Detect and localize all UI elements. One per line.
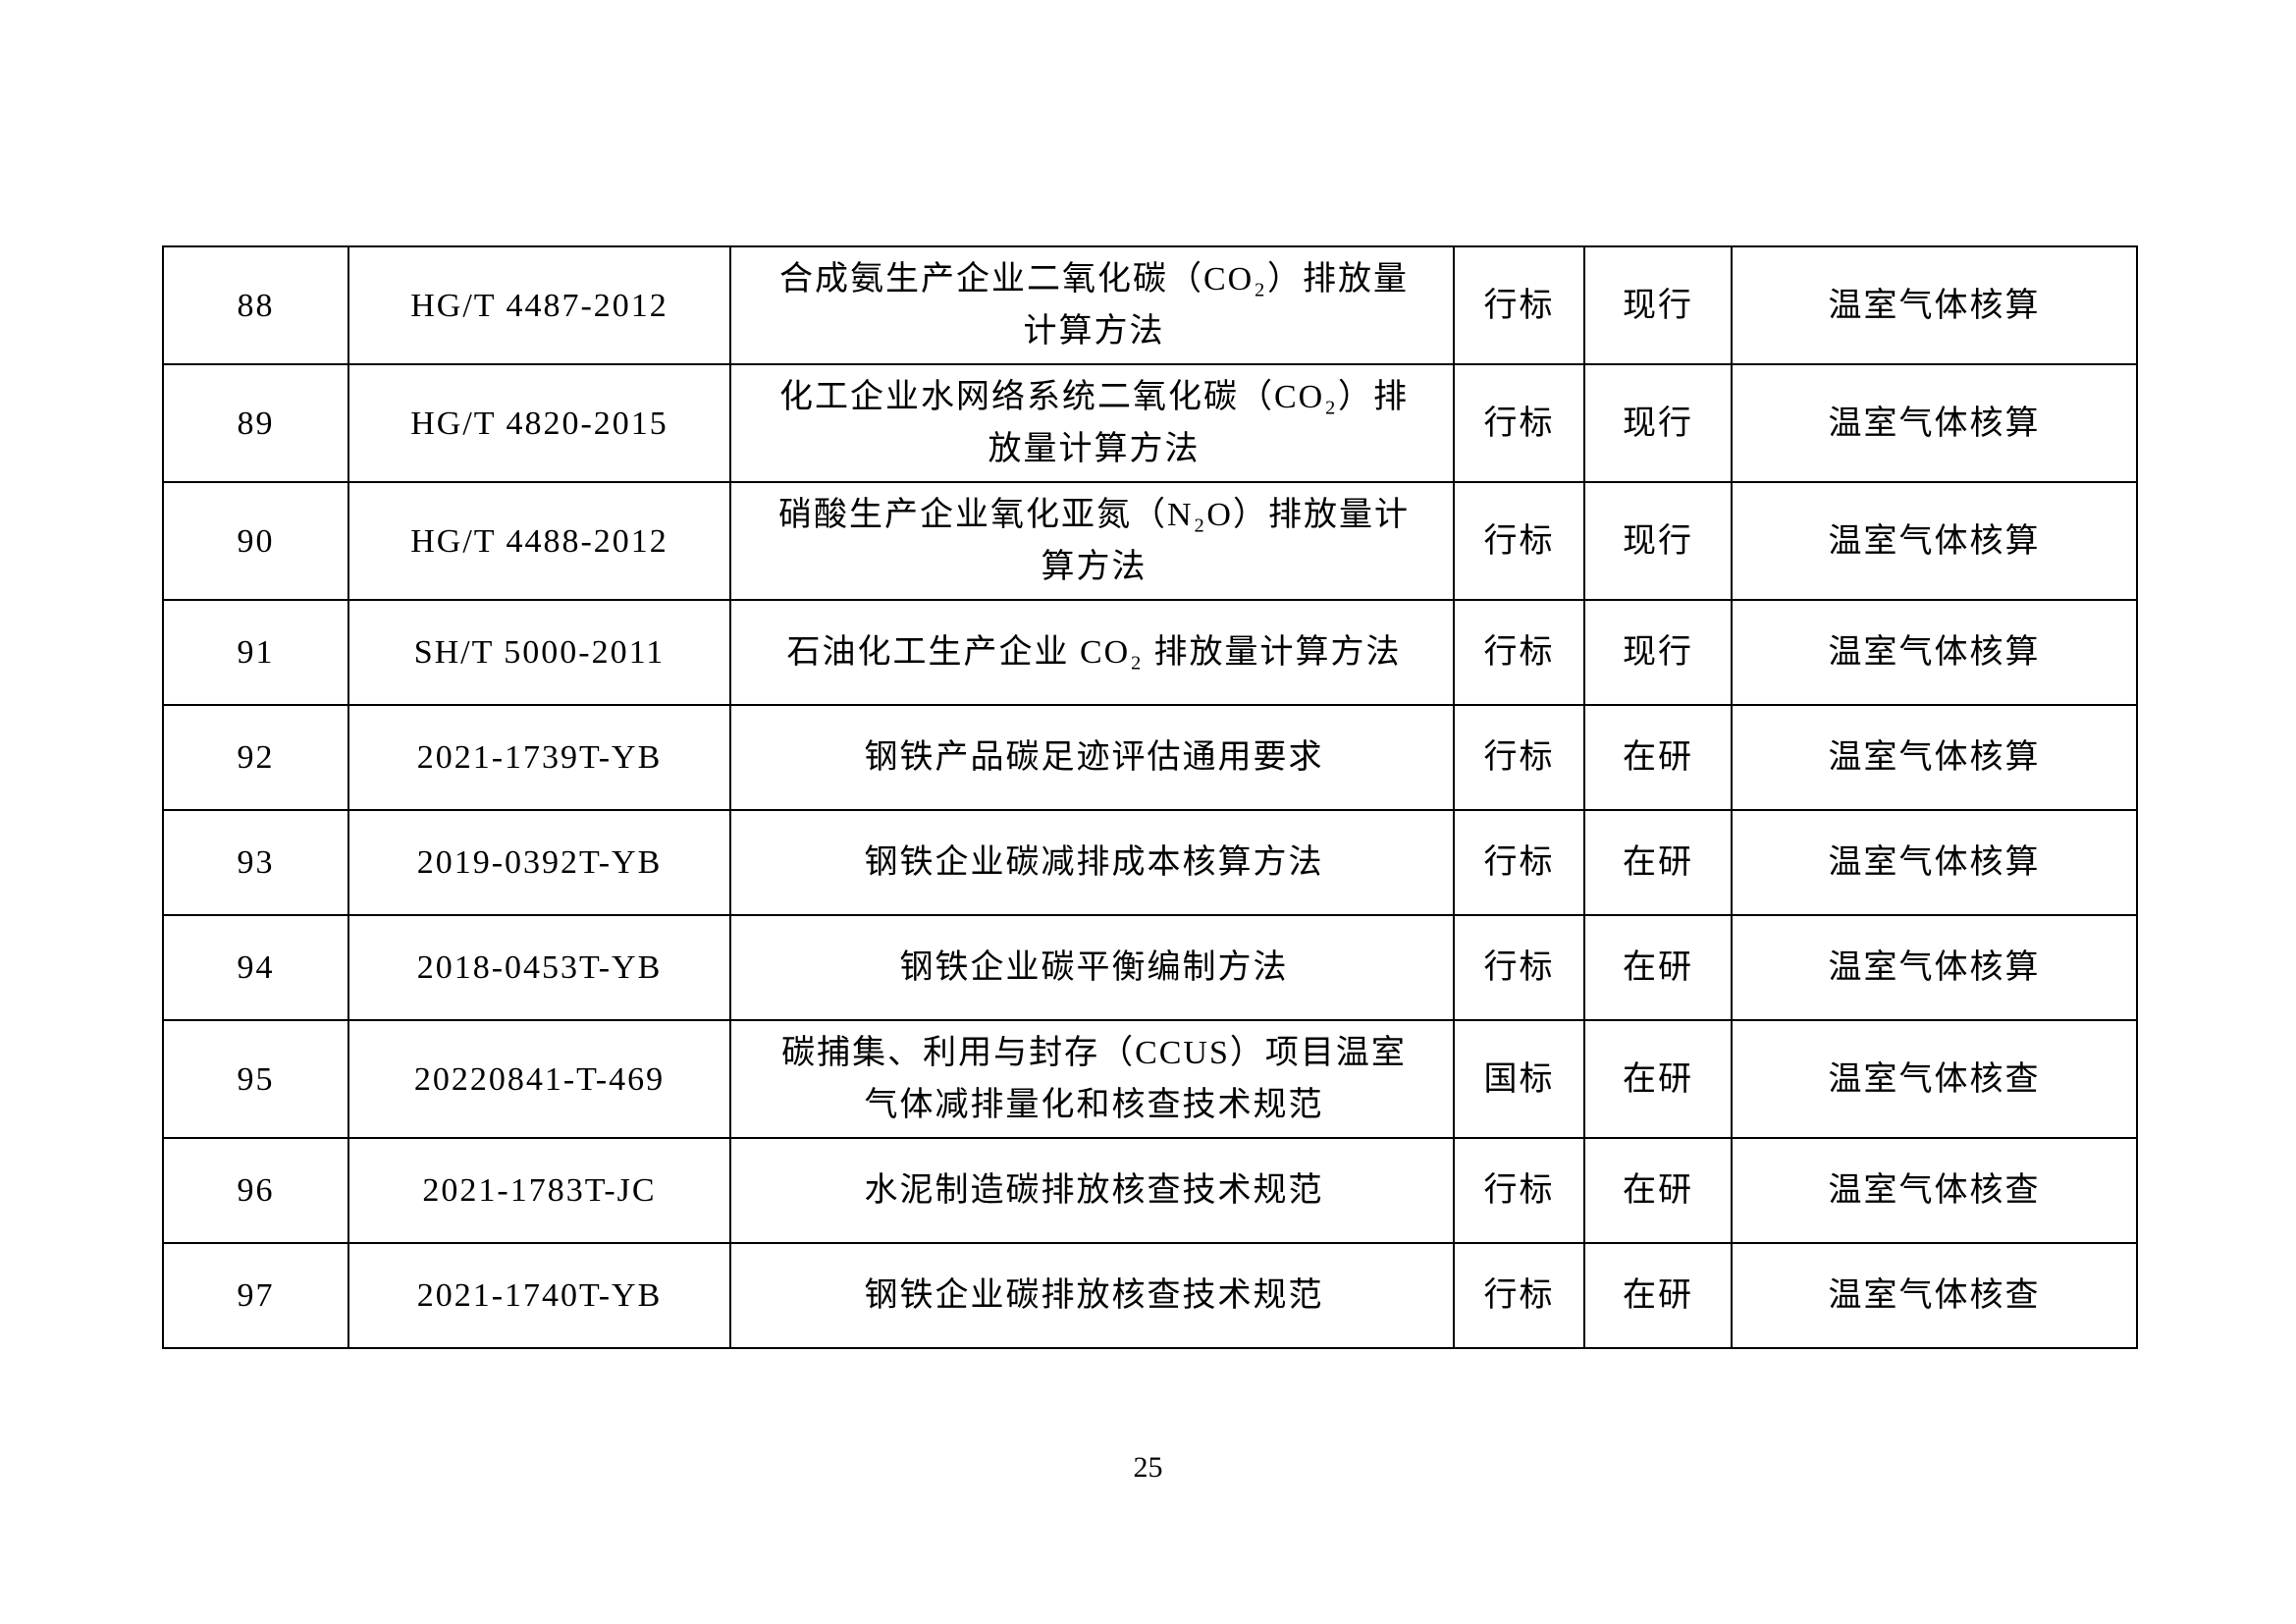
row-number: 93 — [162, 809, 349, 916]
table-row: 96 2021-1783T-JC 水泥制造碳排放核查技术规范 行标 在研 温室气… — [162, 1137, 2138, 1244]
row-number: 89 — [162, 363, 349, 483]
standard-status: 在研 — [1583, 914, 1733, 1021]
standard-status: 现行 — [1583, 599, 1733, 706]
standard-code: HG/T 4820-2015 — [347, 363, 731, 483]
standards-table: 88 HG/T 4487-2012 合成氨生产企业二氧化碳（CO₂）排放量 计算… — [162, 245, 2138, 1349]
standard-status: 在研 — [1583, 1019, 1733, 1139]
table-row: 90 HG/T 4488-2012 硝酸生产企业氧化亚氮（N₂O）排放量计 算方… — [162, 481, 2138, 601]
standard-code: 2021-1740T-YB — [347, 1242, 731, 1349]
standard-category: 温室气体核算 — [1731, 245, 2138, 365]
standard-category: 温室气体核查 — [1731, 1137, 2138, 1244]
standard-type: 行标 — [1453, 704, 1585, 811]
standard-title: 合成氨生产企业二氧化碳（CO₂）排放量 计算方法 — [729, 245, 1455, 365]
table-row: 97 2021-1740T-YB 钢铁企业碳排放核查技术规范 行标 在研 温室气… — [162, 1242, 2138, 1349]
table-row: 95 20220841-T-469 碳捕集、利用与封存（CCUS）项目温室 气体… — [162, 1019, 2138, 1139]
table-row: 89 HG/T 4820-2015 化工企业水网络系统二氧化碳（CO₂）排 放量… — [162, 363, 2138, 483]
standard-type: 行标 — [1453, 245, 1585, 365]
table-row: 93 2019-0392T-YB 钢铁企业碳减排成本核算方法 行标 在研 温室气… — [162, 809, 2138, 916]
table-row: 94 2018-0453T-YB 钢铁企业碳平衡编制方法 行标 在研 温室气体核… — [162, 914, 2138, 1021]
standard-category: 温室气体核查 — [1731, 1242, 2138, 1349]
standard-status: 现行 — [1583, 245, 1733, 365]
standard-code: HG/T 4487-2012 — [347, 245, 731, 365]
standard-status: 现行 — [1583, 363, 1733, 483]
standard-category: 温室气体核算 — [1731, 599, 2138, 706]
row-number: 97 — [162, 1242, 349, 1349]
standard-category: 温室气体核算 — [1731, 481, 2138, 601]
row-number: 95 — [162, 1019, 349, 1139]
standard-title: 化工企业水网络系统二氧化碳（CO₂）排 放量计算方法 — [729, 363, 1455, 483]
standard-title: 石油化工生产企业 CO₂ 排放量计算方法 — [729, 599, 1455, 706]
row-number: 88 — [162, 245, 349, 365]
standard-code: SH/T 5000-2011 — [347, 599, 731, 706]
row-number: 91 — [162, 599, 349, 706]
standard-category: 温室气体核查 — [1731, 1019, 2138, 1139]
standard-title: 水泥制造碳排放核查技术规范 — [729, 1137, 1455, 1244]
standard-title: 钢铁企业碳排放核查技术规范 — [729, 1242, 1455, 1349]
table-row: 92 2021-1739T-YB 钢铁产品碳足迹评估通用要求 行标 在研 温室气… — [162, 704, 2138, 811]
standard-title: 钢铁产品碳足迹评估通用要求 — [729, 704, 1455, 811]
standard-status: 在研 — [1583, 1242, 1733, 1349]
table-row: 88 HG/T 4487-2012 合成氨生产企业二氧化碳（CO₂）排放量 计算… — [162, 245, 2138, 365]
standard-status: 现行 — [1583, 481, 1733, 601]
row-number: 94 — [162, 914, 349, 1021]
standard-type: 行标 — [1453, 363, 1585, 483]
standard-category: 温室气体核算 — [1731, 809, 2138, 916]
page-number: 25 — [1133, 1451, 1163, 1484]
standard-type: 国标 — [1453, 1019, 1585, 1139]
standard-category: 温室气体核算 — [1731, 363, 2138, 483]
standard-code: 20220841-T-469 — [347, 1019, 731, 1139]
standard-type: 行标 — [1453, 1242, 1585, 1349]
standard-status: 在研 — [1583, 704, 1733, 811]
standard-title: 碳捕集、利用与封存（CCUS）项目温室 气体减排量化和核查技术规范 — [729, 1019, 1455, 1139]
standard-type: 行标 — [1453, 599, 1585, 706]
standard-type: 行标 — [1453, 809, 1585, 916]
standard-code: 2021-1783T-JC — [347, 1137, 731, 1244]
standard-type: 行标 — [1453, 914, 1585, 1021]
standard-type: 行标 — [1453, 1137, 1585, 1244]
standard-type: 行标 — [1453, 481, 1585, 601]
table-row: 91 SH/T 5000-2011 石油化工生产企业 CO₂ 排放量计算方法 行… — [162, 599, 2138, 706]
standard-code: HG/T 4488-2012 — [347, 481, 731, 601]
row-number: 90 — [162, 481, 349, 601]
standard-status: 在研 — [1583, 1137, 1733, 1244]
standard-title: 钢铁企业碳减排成本核算方法 — [729, 809, 1455, 916]
row-number: 96 — [162, 1137, 349, 1244]
standard-category: 温室气体核算 — [1731, 704, 2138, 811]
standard-code: 2021-1739T-YB — [347, 704, 731, 811]
standard-category: 温室气体核算 — [1731, 914, 2138, 1021]
standard-status: 在研 — [1583, 809, 1733, 916]
standard-code: 2019-0392T-YB — [347, 809, 731, 916]
standard-title: 硝酸生产企业氧化亚氮（N₂O）排放量计 算方法 — [729, 481, 1455, 601]
standard-code: 2018-0453T-YB — [347, 914, 731, 1021]
standard-title: 钢铁企业碳平衡编制方法 — [729, 914, 1455, 1021]
row-number: 92 — [162, 704, 349, 811]
